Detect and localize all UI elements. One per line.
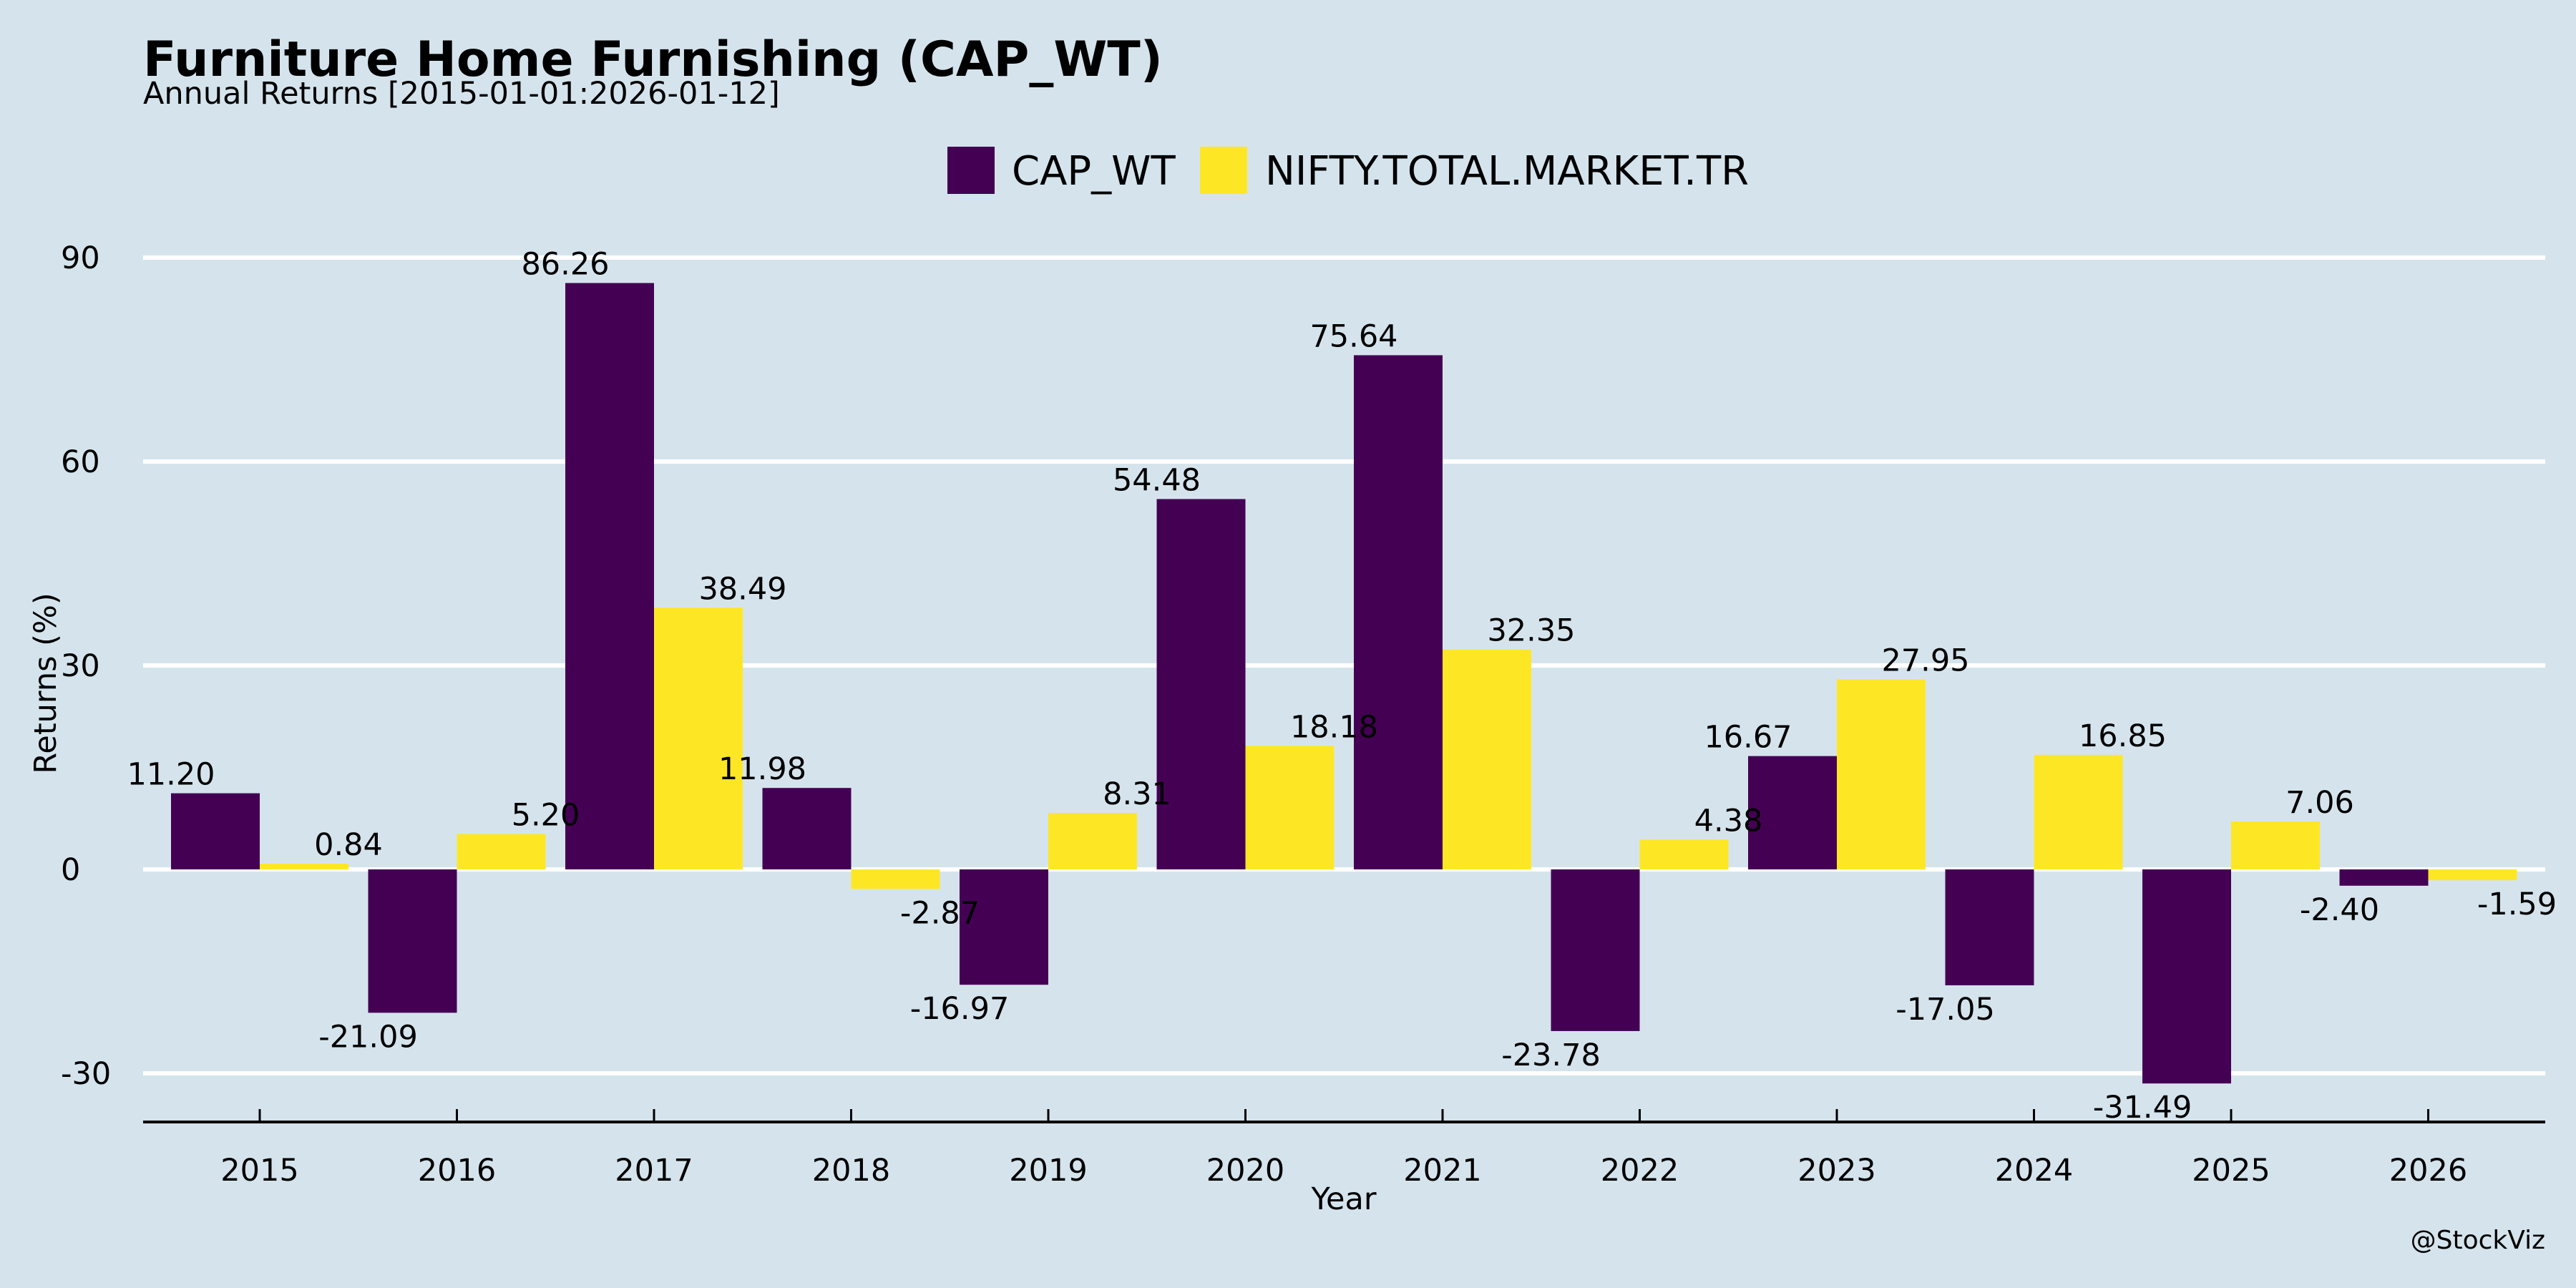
y-tick-label: 0	[61, 852, 80, 888]
data-label: 11.98	[718, 751, 806, 787]
chart-subtitle: Annual Returns [2015-01-01:2026-01-12]	[143, 76, 780, 112]
bar-cap-wt	[2339, 869, 2429, 886]
data-label: 38.49	[698, 571, 786, 607]
bar-nifty	[1245, 746, 1335, 869]
bar-nifty	[2428, 869, 2517, 881]
legend-swatch-nifty	[1200, 147, 1247, 194]
bars	[171, 283, 2517, 1084]
data-label: 0.84	[314, 827, 383, 863]
bar-cap-wt	[2142, 869, 2231, 1084]
bar-nifty	[851, 869, 940, 889]
data-label: -2.87	[900, 895, 980, 931]
y-tick-label: -30	[61, 1056, 111, 1092]
bar-cap-wt	[762, 788, 852, 869]
data-label: 11.20	[127, 757, 215, 793]
x-tick-label: 2026	[2389, 1153, 2467, 1189]
data-label: -31.49	[2093, 1090, 2192, 1126]
bar-nifty	[260, 864, 348, 869]
bar-cap-wt	[1354, 355, 1443, 869]
x-tick-label: 2018	[812, 1153, 890, 1189]
data-label: 86.26	[521, 247, 609, 283]
x-tick-label: 2022	[1601, 1153, 1679, 1189]
bar-nifty	[457, 834, 546, 869]
data-label: 18.18	[1290, 709, 1378, 745]
credit-watermark: @StockViz	[2411, 1226, 2545, 1255]
x-tick-label: 2024	[1995, 1153, 2073, 1189]
data-label: 16.67	[1704, 720, 1792, 756]
data-label: -17.05	[1896, 992, 1995, 1028]
data-labels: 11.20 0.84 -21.09 5.20 86.26 38.49 11.98 -2.87 -…	[127, 247, 2557, 1126]
legend-swatch-cap-wt	[947, 147, 995, 194]
legend-label-cap-wt: CAP_WT	[1012, 148, 1176, 195]
data-label: 4.38	[1694, 803, 1763, 839]
bar-cap-wt	[1551, 869, 1640, 1031]
data-label: 27.95	[1881, 643, 1969, 678]
bar-cap-wt	[1945, 869, 2034, 985]
bar-cap-wt	[171, 793, 260, 869]
x-tick-label: 2016	[418, 1153, 496, 1189]
y-tick-label: 30	[61, 648, 100, 684]
bar-nifty	[1639, 839, 1729, 869]
x-axis: 2015 2016 2017 2018 2019 2020 2021 2022 2023 2024…	[143, 1109, 2545, 1189]
data-label: -21.09	[318, 1019, 418, 1055]
bar-nifty	[2231, 821, 2320, 869]
bar-nifty	[1837, 679, 1926, 869]
legend: CAP_WT NIFTY.TOTAL.MARKET.TR	[947, 147, 1749, 195]
data-label: 8.31	[1103, 776, 1171, 812]
data-label: 7.06	[2285, 785, 2354, 821]
y-tick-label: 90	[61, 240, 100, 276]
x-tick-label: 2019	[1009, 1153, 1087, 1189]
bar-nifty	[1443, 649, 1531, 869]
x-tick-label: 2021	[1403, 1153, 1481, 1189]
y-tick-labels: -30 0 30 60 90	[61, 240, 111, 1092]
bar-cap-wt	[368, 869, 457, 1013]
data-label: -2.40	[2300, 892, 2379, 928]
data-label: -23.78	[1501, 1038, 1601, 1073]
data-label: 32.35	[1487, 613, 1575, 649]
data-label: 5.20	[512, 798, 580, 834]
legend-label-nifty: NIFTY.TOTAL.MARKET.TR	[1265, 148, 1749, 195]
x-tick-label: 2023	[1797, 1153, 1875, 1189]
bar-cap-wt	[565, 283, 654, 869]
bar-cap-wt	[960, 869, 1048, 985]
x-tick-label: 2025	[2192, 1153, 2270, 1189]
bar-nifty	[2034, 754, 2123, 869]
x-axis-label: Year	[1310, 1181, 1376, 1217]
bar-cap-wt	[1156, 499, 1246, 869]
y-tick-label: 60	[61, 444, 100, 480]
chart-title: Furniture Home Furnishing (CAP_WT)	[143, 31, 1163, 88]
y-axis-label: Returns (%)	[28, 592, 64, 774]
x-tick-label: 2017	[615, 1153, 693, 1189]
data-label: 16.85	[2079, 718, 2167, 754]
data-label: -16.97	[910, 991, 1010, 1027]
data-label: -1.59	[2477, 887, 2557, 922]
data-label: 75.64	[1309, 318, 1397, 354]
bar-cap-wt	[1748, 756, 1837, 869]
data-label: 54.48	[1113, 462, 1201, 498]
bar-nifty	[654, 608, 743, 869]
x-tick-label: 2015	[220, 1153, 298, 1189]
x-tick-label: 2020	[1206, 1153, 1284, 1189]
bar-nifty	[1048, 813, 1137, 869]
